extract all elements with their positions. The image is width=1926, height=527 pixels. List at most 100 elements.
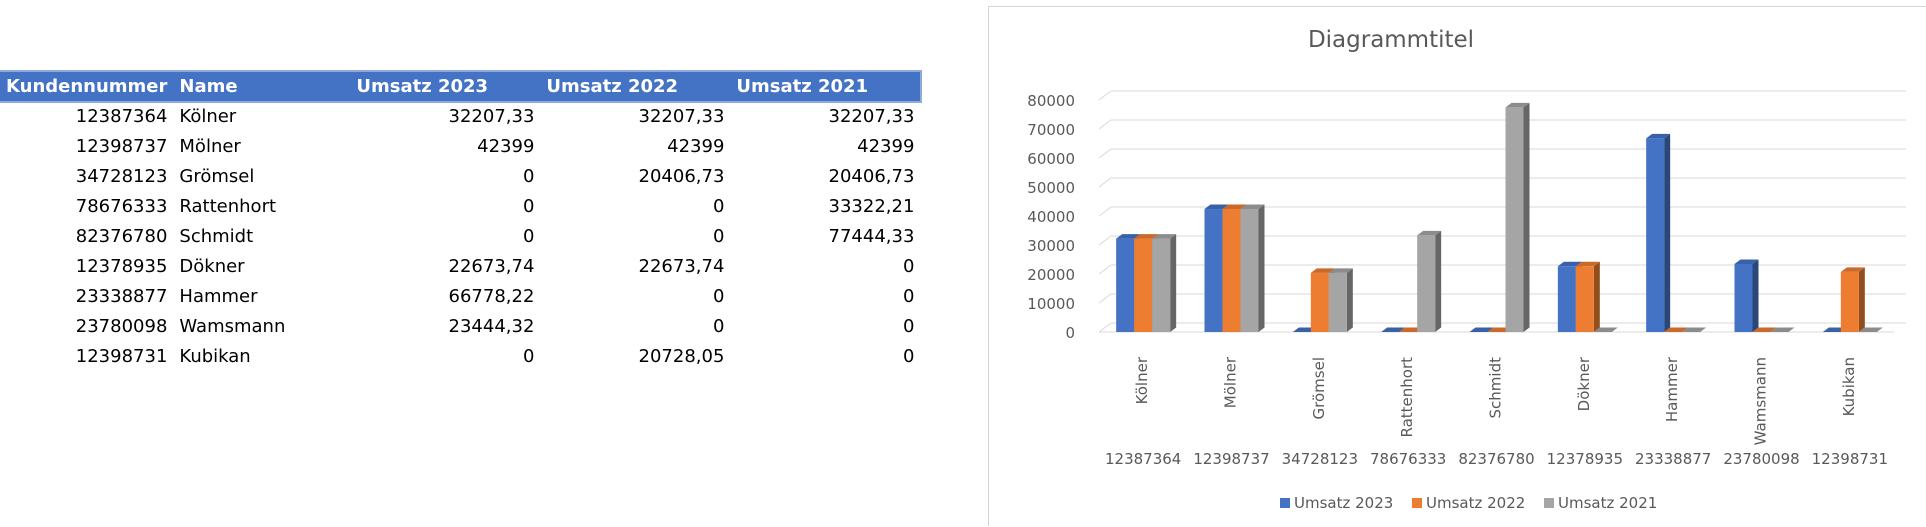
cell-umsatz-2021[interactable]: 0 <box>902 285 915 307</box>
header-name[interactable]: Name <box>173 72 351 101</box>
cell-umsatz-2021[interactable]: 32207,33 <box>828 105 915 127</box>
bar-front <box>1152 238 1171 332</box>
cell-kundennummer[interactable]: 12398731 <box>75 345 168 367</box>
cell-umsatz-2023[interactable]: 23444,32 <box>448 315 535 337</box>
y-tick-label: 80000 <box>1027 92 1075 110</box>
table-row: 12387364 Kölner 32207,33 32207,33 32207,33 <box>0 101 920 131</box>
table-row: 12378935 Dökner 22673,74 22673,74 0 <box>0 251 920 281</box>
y-tick-label: 50000 <box>1027 179 1075 197</box>
cell-umsatz-2022[interactable]: 22673,74 <box>638 255 725 277</box>
cell-name[interactable]: Mölner <box>179 135 241 157</box>
cell-kundennummer[interactable]: 82376780 <box>75 225 168 247</box>
x-category-label: Schmidt <box>1487 357 1505 419</box>
cell-name[interactable]: Hammer <box>179 285 258 307</box>
bar-top <box>1469 327 1494 332</box>
x-group-label: 34728123 <box>1282 450 1358 468</box>
cell-name[interactable]: Rattenhort <box>179 195 277 217</box>
y-tick-label: 60000 <box>1027 150 1075 168</box>
cell-umsatz-2021[interactable]: 0 <box>902 255 915 277</box>
x-category-label: Wamsmann <box>1752 357 1770 445</box>
header-umsatz-2021[interactable]: Umsatz 2021 <box>730 72 921 101</box>
cell-umsatz-2022[interactable]: 20728,05 <box>638 345 725 367</box>
header-kundennummer[interactable]: Kundennummer <box>0 72 174 101</box>
cell-name[interactable]: Schmidt <box>179 225 254 247</box>
cell-umsatz-2022[interactable]: 42399 <box>667 135 725 157</box>
cell-umsatz-2021[interactable]: 20406,73 <box>828 165 915 187</box>
bar <box>1469 327 1494 332</box>
table-row: 12398731 Kubikan 0 20728,05 0 <box>0 341 920 371</box>
cell-umsatz-2023[interactable]: 66778,22 <box>448 285 535 307</box>
cell-umsatz-2022[interactable]: 32207,33 <box>638 105 725 127</box>
cell-umsatz-2023[interactable]: 32207,33 <box>448 105 535 127</box>
cell-umsatz-2022[interactable]: 0 <box>712 315 725 337</box>
y-tick-label: 10000 <box>1027 295 1075 313</box>
cell-umsatz-2023[interactable]: 0 <box>522 195 535 217</box>
x-category-label: Rattenhort <box>1398 357 1416 438</box>
bar <box>1575 261 1600 332</box>
gridline <box>1098 293 1906 304</box>
bar <box>1646 133 1671 332</box>
bar-side <box>1752 259 1759 332</box>
legend-label: Umsatz 2021 <box>1558 494 1657 512</box>
cell-umsatz-2023[interactable]: 0 <box>522 345 535 367</box>
cell-kundennummer[interactable]: 12378935 <box>75 255 168 277</box>
cell-umsatz-2021[interactable]: 0 <box>902 315 915 337</box>
cell-kundennummer[interactable]: 78676333 <box>75 195 168 217</box>
cell-name[interactable]: Kubikan <box>179 345 251 367</box>
bar-top <box>1682 327 1707 332</box>
bar-top <box>1310 268 1335 273</box>
x-category-label: Grömsel <box>1310 357 1328 419</box>
cell-name[interactable]: Kölner <box>179 105 237 127</box>
cell-umsatz-2023[interactable]: 0 <box>522 225 535 247</box>
cell-kundennummer[interactable]: 34728123 <box>75 165 168 187</box>
header-umsatz-2023[interactable]: Umsatz 2023 <box>350 72 541 101</box>
x-category-label: Kölner <box>1133 356 1151 404</box>
bar-front <box>1646 138 1665 332</box>
cell-kundennummer[interactable]: 23780098 <box>75 315 168 337</box>
cell-name[interactable]: Wamsmann <box>179 315 286 337</box>
x-category-label: Kubikan <box>1840 357 1858 416</box>
cell-kundennummer[interactable]: 12398737 <box>75 135 168 157</box>
x-category-label: Hammer <box>1663 356 1681 422</box>
bar-front <box>1204 209 1223 332</box>
bar-front <box>1557 266 1576 332</box>
bar-top <box>1557 261 1582 267</box>
table-row: 82376780 Schmidt 0 0 77444,33 <box>0 221 920 251</box>
cell-name[interactable]: Grömsel <box>179 165 255 187</box>
cell-umsatz-2022[interactable]: 20406,73 <box>638 165 725 187</box>
cell-umsatz-2023[interactable]: 0 <box>522 165 535 187</box>
cell-umsatz-2022[interactable]: 0 <box>712 285 725 307</box>
bar <box>1240 204 1265 332</box>
bar-side <box>1664 133 1671 332</box>
cell-umsatz-2022[interactable]: 0 <box>712 225 725 247</box>
header-umsatz-2022[interactable]: Umsatz 2022 <box>540 72 731 101</box>
bar <box>1840 267 1865 332</box>
table-header-row: Kundennummer Name Umsatz 2023 Umsatz 202… <box>0 70 923 103</box>
cell-umsatz-2021[interactable]: 33322,21 <box>828 195 915 217</box>
bar-front <box>1328 272 1347 332</box>
legend-label: Umsatz 2023 <box>1294 494 1393 512</box>
chart-title: Diagrammtitel <box>1308 27 1474 53</box>
x-group-label: 78676333 <box>1370 450 1446 468</box>
legend-swatch <box>1544 498 1554 508</box>
cell-kundennummer[interactable]: 12387364 <box>75 105 168 127</box>
bar <box>1381 327 1406 332</box>
cell-kundennummer[interactable]: 23338877 <box>75 285 168 307</box>
cell-umsatz-2021[interactable]: 77444,33 <box>828 225 915 247</box>
legend-item: Umsatz 2022 <box>1412 494 1525 512</box>
cell-umsatz-2021[interactable]: 0 <box>902 345 915 367</box>
cell-umsatz-2021[interactable]: 42399 <box>857 135 915 157</box>
bar-top <box>1222 204 1247 210</box>
bar <box>1682 327 1707 332</box>
bar-side <box>1523 102 1530 333</box>
bar-top <box>1770 327 1795 332</box>
gridline <box>1098 235 1906 246</box>
cell-name[interactable]: Dökner <box>179 255 245 277</box>
cell-umsatz-2023[interactable]: 42399 <box>477 135 535 157</box>
bar-top <box>1575 261 1600 267</box>
cell-umsatz-2023[interactable]: 22673,74 <box>448 255 535 277</box>
bar <box>1328 268 1353 332</box>
chart-area[interactable]: Diagrammtitel 0 10000 20000 30000 40000 50000… <box>988 6 1926 526</box>
gridline <box>1098 264 1906 275</box>
cell-umsatz-2022[interactable]: 0 <box>712 195 725 217</box>
